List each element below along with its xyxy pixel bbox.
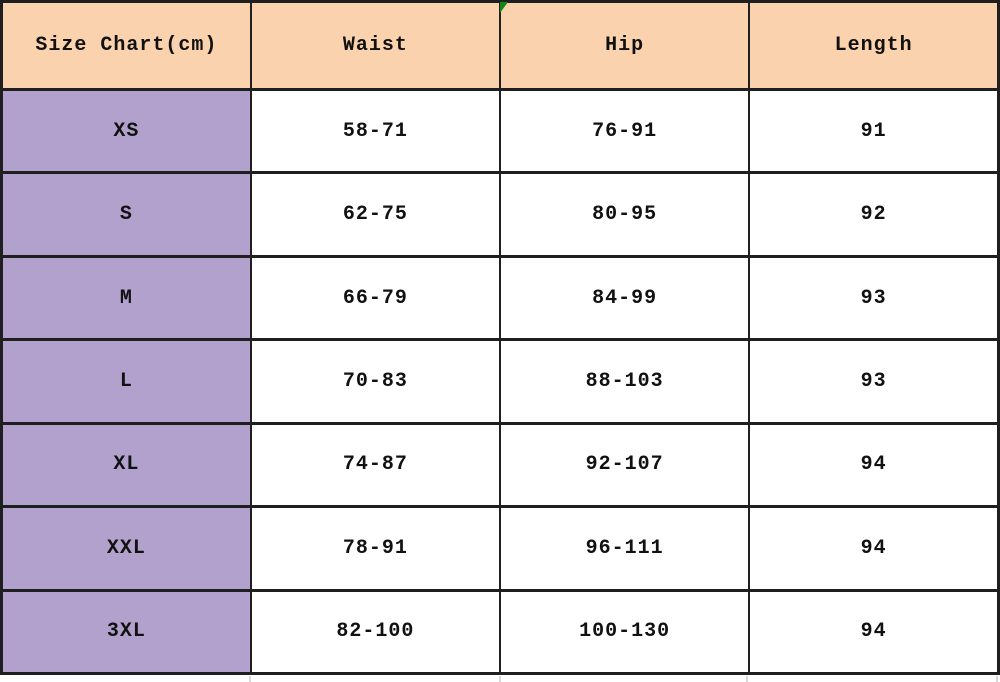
length-cell: 91 — [748, 87, 1000, 175]
column-header-length: Length — [748, 0, 1000, 91]
table-row-xl: XL 74-87 92-107 94 — [0, 421, 1000, 509]
size-cell: M — [0, 254, 252, 342]
gridline-stub — [499, 676, 501, 682]
gridline-stub — [249, 676, 251, 682]
length-cell: 94 — [748, 505, 1000, 592]
column-header-waist: Waist — [249, 0, 502, 91]
length-cell: 93 — [748, 254, 1000, 342]
table-row-3xl: 3XL 82-100 100-130 94 — [0, 588, 1000, 676]
column-header-size-chart: Size Chart(cm) — [0, 0, 252, 91]
gridline-stub — [746, 676, 748, 682]
hip-cell: 80-95 — [498, 171, 751, 258]
hip-cell: 88-103 — [498, 338, 751, 425]
size-cell: XXL — [0, 505, 252, 592]
size-cell: L — [0, 338, 252, 425]
gridline-stub — [996, 676, 998, 682]
size-cell: 3XL — [0, 588, 252, 676]
table-row-l: L 70-83 88-103 93 — [0, 338, 1000, 425]
length-cell: 94 — [748, 421, 1000, 509]
waist-cell: 74-87 — [249, 421, 502, 509]
waist-cell: 78-91 — [249, 505, 502, 592]
waist-cell: 66-79 — [249, 254, 502, 342]
header-row: Size Chart(cm) Waist Hip Length — [0, 0, 1000, 91]
table-row-xs: XS 58-71 76-91 91 — [0, 87, 1000, 175]
size-cell: XL — [0, 421, 252, 509]
hip-cell: 100-130 — [498, 588, 751, 676]
waist-cell: 58-71 — [249, 87, 502, 175]
table-row-xxl: XXL 78-91 96-111 94 — [0, 505, 1000, 592]
hip-cell: 92-107 — [498, 421, 751, 509]
waist-cell: 70-83 — [249, 338, 502, 425]
waist-cell: 82-100 — [249, 588, 502, 676]
hip-cell: 76-91 — [498, 87, 751, 175]
hip-cell: 84-99 — [498, 254, 751, 342]
table-header: Size Chart(cm) Waist Hip Length — [0, 0, 1000, 91]
length-cell: 92 — [748, 171, 1000, 258]
length-cell: 93 — [748, 338, 1000, 425]
column-header-hip: Hip — [498, 0, 751, 91]
size-cell: XS — [0, 87, 252, 175]
table-body: XS 58-71 76-91 91 S 62-75 80-95 92 M 66-… — [0, 87, 1000, 676]
cell-corner-marker-icon — [500, 2, 508, 13]
length-cell: 94 — [748, 588, 1000, 676]
table-row-m: M 66-79 84-99 93 — [0, 254, 1000, 342]
hip-cell: 96-111 — [498, 505, 751, 592]
size-cell: S — [0, 171, 252, 258]
table-row-s: S 62-75 80-95 92 — [0, 171, 1000, 258]
waist-cell: 62-75 — [249, 171, 502, 258]
